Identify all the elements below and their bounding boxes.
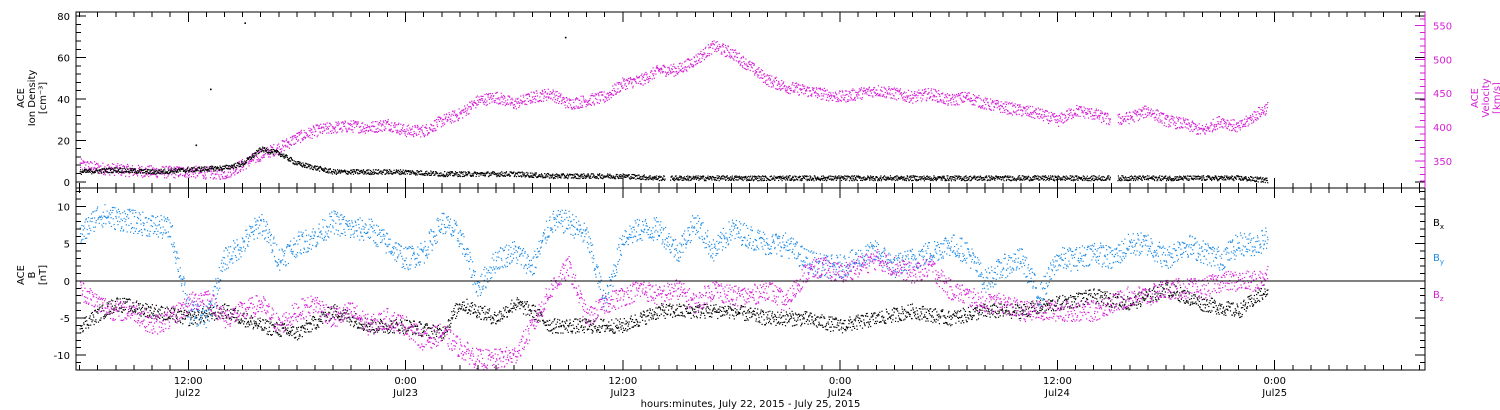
top-panel-frame <box>75 11 1426 189</box>
outlier-point <box>244 22 246 24</box>
axis-title-line: Ion Density <box>27 70 38 127</box>
x-tick-time: 0:00 <box>1263 376 1285 387</box>
axis-title-line: [km/s] <box>1492 82 1500 114</box>
x-tick-date: Jul24 <box>827 388 853 399</box>
b-tick-label: 5 <box>64 240 70 251</box>
outlier-point <box>564 36 567 39</box>
axis-title-line: Velocity <box>1481 78 1492 117</box>
text-layer: 020406080350400450500550-10-5051012:00Ju… <box>16 12 1500 410</box>
axis-title-line: ACE <box>16 88 27 108</box>
bottom-panel-frame <box>75 187 1426 371</box>
velocity-tick-label: 550 <box>1433 22 1452 33</box>
density-tick-label: 0 <box>64 178 70 189</box>
velocity-axis-title: ACE Velocity [km/s] <box>1470 78 1500 117</box>
axis-title-line: [cm⁻³] <box>38 82 49 114</box>
velocity-tick-label: 350 <box>1433 157 1452 168</box>
b-tick-label: 0 <box>64 277 70 288</box>
legend-bx: Bx <box>1433 218 1444 231</box>
axis-title-line: [nT] <box>38 265 49 285</box>
axis-title-line: ACE <box>1470 88 1481 108</box>
bx-points <box>79 281 1269 341</box>
b-tick-label: -5 <box>60 314 70 325</box>
x-tick-time: 0:00 <box>394 376 416 387</box>
legend-bz: Bz <box>1433 290 1444 303</box>
density-tick-label: 20 <box>57 136 70 147</box>
velocity-tick-label: 500 <box>1433 55 1452 66</box>
velocity-points <box>79 40 1269 180</box>
density-axis-title: ACE Ion Density [cm⁻³] <box>16 70 49 127</box>
legend-by: By <box>1433 253 1444 266</box>
axis-title-line: ACE <box>16 265 27 285</box>
b-axis-title: ACE B [nT] <box>16 265 49 285</box>
data-points-layer <box>79 22 1269 371</box>
density-tick-label: 40 <box>57 95 70 106</box>
density-tick-label: 60 <box>57 54 70 65</box>
x-tick-date: Jul25 <box>1261 388 1287 399</box>
b-tick-label: 10 <box>57 203 70 214</box>
density-points <box>79 22 1269 184</box>
density-tick-label: 80 <box>57 12 70 23</box>
velocity-tick-label: 450 <box>1433 89 1452 100</box>
x-tick-time: 12:00 <box>608 376 637 387</box>
velocity-tick-label: 400 <box>1433 123 1452 134</box>
x-tick-time: 0:00 <box>829 376 851 387</box>
x-tick-date: Jul24 <box>1044 388 1070 399</box>
bz-points <box>79 248 1269 371</box>
outlier-point <box>195 144 198 147</box>
x-tick-time: 12:00 <box>174 376 203 387</box>
b-tick-label: -10 <box>54 351 70 362</box>
axis-title-line: B <box>27 271 38 278</box>
x-tick-date: Jul23 <box>392 388 418 399</box>
outlier-point <box>210 88 212 91</box>
x-tick-date: Jul23 <box>609 388 635 399</box>
by-points <box>79 204 1269 329</box>
axes-layer <box>75 11 1426 371</box>
x-axis-title: hours:minutes, July 22, 2015 - July 25, … <box>641 399 861 410</box>
x-tick-time: 12:00 <box>1043 376 1072 387</box>
x-tick-date: Jul22 <box>175 388 201 399</box>
